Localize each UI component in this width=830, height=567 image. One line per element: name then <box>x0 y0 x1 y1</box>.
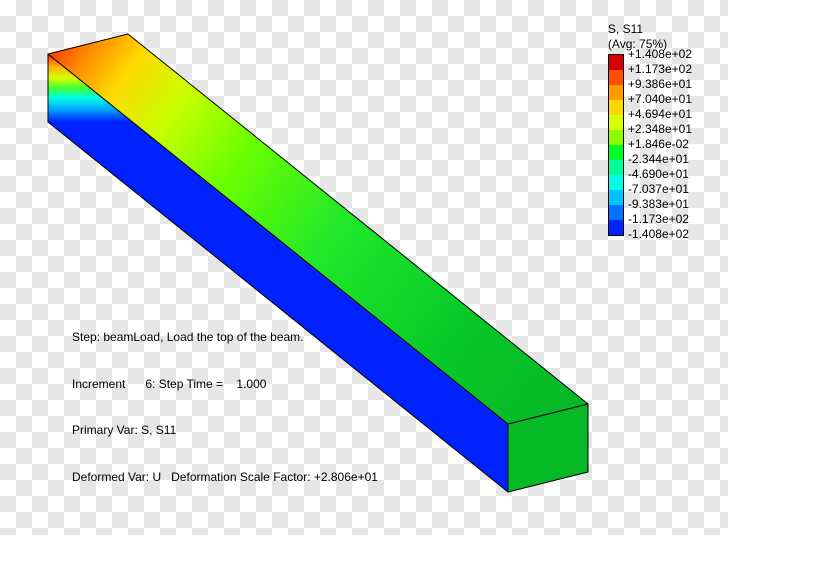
legend-value: -1.408e+02 <box>628 227 692 242</box>
legend-value: -2.344e+01 <box>628 152 692 167</box>
legend-block <box>609 70 623 85</box>
fea-viewport: S, S11 (Avg: 75%) +1.408e+02+1.173e+02+9… <box>0 0 728 535</box>
legend-value: -7.037e+01 <box>628 182 692 197</box>
legend-value: +2.348e+01 <box>628 122 692 137</box>
status-deformed: Deformed Var: U Deformation Scale Factor… <box>72 470 378 486</box>
legend-value: -9.383e+01 <box>628 197 692 212</box>
status-increment: Increment 6: Step Time = 1.000 <box>72 377 378 393</box>
legend-colorbar <box>608 54 624 236</box>
legend-block <box>609 175 623 190</box>
legend-block <box>609 160 623 175</box>
legend-value: +9.386e+01 <box>628 77 692 92</box>
legend-block <box>609 115 623 130</box>
status-primary: Primary Var: S, S11 <box>72 423 378 439</box>
legend-block <box>609 55 623 70</box>
legend-value: +1.173e+02 <box>628 62 692 77</box>
legend-var-name: S, S11 <box>608 22 643 36</box>
legend-block <box>609 85 623 100</box>
legend-value: +1.408e+02 <box>628 47 692 62</box>
legend-value: -1.173e+02 <box>628 212 692 227</box>
legend-value: +7.040e+01 <box>628 92 692 107</box>
legend-block <box>609 220 623 235</box>
legend-block <box>609 190 623 205</box>
legend-block <box>609 205 623 220</box>
legend-block <box>609 130 623 145</box>
contour-legend: S, S11 (Avg: 75%) +1.408e+02+1.173e+02+9… <box>608 22 692 242</box>
status-step: Step: beamLoad, Load the top of the beam… <box>72 330 378 346</box>
legend-block <box>609 145 623 160</box>
legend-value: -4.690e+01 <box>628 167 692 182</box>
legend-block <box>609 100 623 115</box>
status-block: Step: beamLoad, Load the top of the beam… <box>72 299 378 517</box>
legend-labels: +1.408e+02+1.173e+02+9.386e+01+7.040e+01… <box>628 47 692 242</box>
legend-value: +4.694e+01 <box>628 107 692 122</box>
legend-value: +1.846e-02 <box>628 137 692 152</box>
